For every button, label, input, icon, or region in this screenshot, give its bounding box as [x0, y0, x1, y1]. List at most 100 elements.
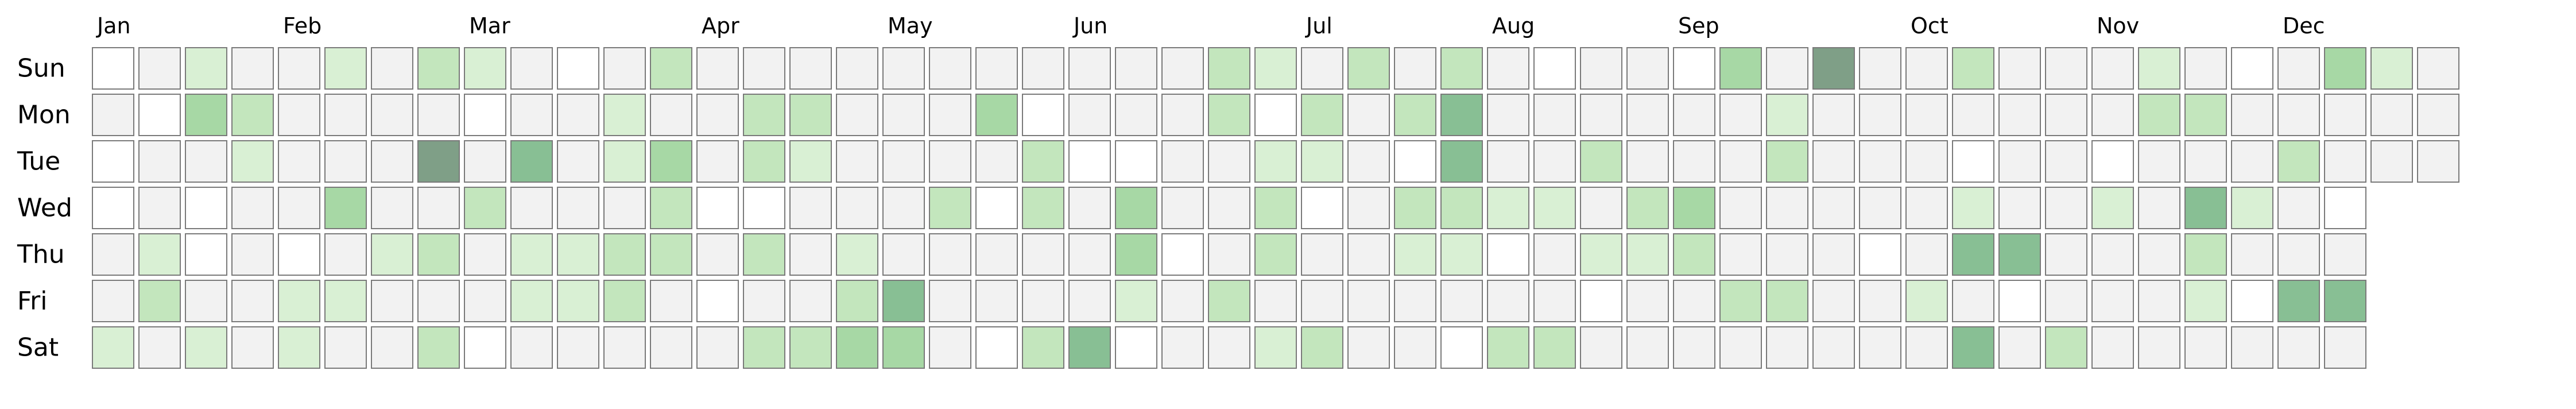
heatmap-cell-tue-week-32: [1533, 140, 1576, 183]
heatmap-cell-fri-week-16: [789, 280, 832, 322]
heatmap-cell-wed-week-6: [324, 187, 367, 229]
heatmap-cell-tue-week-38: [1812, 140, 1855, 183]
heatmap-cell-mon-week-39: [1859, 94, 1901, 136]
heatmap-cell-sat-week-24: [1161, 326, 1204, 369]
heatmap-cell-wed-week-37: [1766, 187, 1808, 229]
heatmap-cell-fri-week-19: [929, 280, 971, 322]
heatmap-cell-thu-week-12: [603, 233, 646, 276]
heatmap-cell-thu-week-23: [1115, 233, 1157, 276]
heatmap-cell-mon-week-15: [743, 94, 785, 136]
heatmap-cell-thu-week-36: [1719, 233, 1762, 276]
heatmap-cell-thu-week-7: [371, 233, 413, 276]
heatmap-cell-tue-week-3: [185, 140, 227, 183]
heatmap-cell-tue-week-33: [1580, 140, 1622, 183]
heatmap-cell-thu-week-40: [1905, 233, 1948, 276]
heatmap-cell-wed-week-15: [743, 187, 785, 229]
heatmap-cell-sat-week-38: [1812, 326, 1855, 369]
heatmap-cell-sun-week-49: [2324, 47, 2366, 90]
heatmap-cell-tue-week-26: [1254, 140, 1297, 183]
heatmap-cell-mon-week-50: [2370, 94, 2413, 136]
heatmap-cell-mon-week-47: [2231, 94, 2273, 136]
heatmap-cell-mon-week-29: [1394, 94, 1436, 136]
heatmap-cell-mon-week-24: [1161, 94, 1204, 136]
heatmap-cell-wed-week-8: [417, 187, 460, 229]
heatmap-cell-mon-week-19: [929, 94, 971, 136]
heatmap-cell-sat-week-14: [696, 326, 739, 369]
heatmap-cell-wed-week-34: [1626, 187, 1669, 229]
heatmap-cell-sat-week-46: [2184, 326, 2227, 369]
heatmap-cell-mon-week-8: [417, 94, 460, 136]
heatmap-cell-thu-week-29: [1394, 233, 1436, 276]
heatmap-cell-tue-week-50: [2370, 140, 2413, 183]
heatmap-cell-fri-week-22: [1068, 280, 1111, 322]
heatmap-cell-fri-week-48: [2277, 280, 2320, 322]
heatmap-cell-mon-week-41: [1952, 94, 1994, 136]
heatmap-cell-sun-week-20: [975, 47, 1018, 90]
heatmap-cell-sun-week-42: [1998, 47, 2041, 90]
heatmap-cell-fri-week-6: [324, 280, 367, 322]
heatmap-cell-sat-week-26: [1254, 326, 1297, 369]
day-label-mon: Mon: [17, 101, 71, 130]
heatmap-cell-fri-week-4: [231, 280, 274, 322]
heatmap-cell-tue-week-35: [1673, 140, 1715, 183]
heatmap-cell-sat-week-25: [1208, 326, 1250, 369]
heatmap-cell-thu-week-38: [1812, 233, 1855, 276]
heatmap-cell-sun-week-7: [371, 47, 413, 90]
heatmap-cell-mon-week-2: [138, 94, 181, 136]
heatmap-cell-thu-week-27: [1301, 233, 1343, 276]
heatmap-cell-sat-week-47: [2231, 326, 2273, 369]
heatmap-cell-fri-week-23: [1115, 280, 1157, 322]
heatmap-cell-wed-week-24: [1161, 187, 1204, 229]
heatmap-cell-sun-week-34: [1626, 47, 1669, 90]
heatmap-cell-sat-week-2: [138, 326, 181, 369]
heatmap-grid: [92, 47, 2459, 369]
heatmap-cell-sat-week-22: [1068, 326, 1111, 369]
heatmap-cell-wed-week-1: [92, 187, 134, 229]
heatmap-cell-wed-week-40: [1905, 187, 1948, 229]
heatmap-cell-fri-week-37: [1766, 280, 1808, 322]
heatmap-cell-wed-week-4: [231, 187, 274, 229]
heatmap-cell-sun-week-6: [324, 47, 367, 90]
heatmap-cell-thu-week-49: [2324, 233, 2366, 276]
heatmap-cell-sat-week-6: [324, 326, 367, 369]
heatmap-cell-wed-week-7: [371, 187, 413, 229]
heatmap-cell-sat-week-45: [2138, 326, 2180, 369]
heatmap-cell-sat-week-8: [417, 326, 460, 369]
heatmap-cell-sat-week-13: [650, 326, 692, 369]
heatmap-cell-sat-week-27: [1301, 326, 1343, 369]
heatmap-cell-tue-week-51: [2417, 140, 2459, 183]
heatmap-cell-thu-week-17: [836, 233, 878, 276]
heatmap-cell-tue-week-1: [92, 140, 134, 183]
month-labels: Jan Feb Mar Apr May Jun Jul Aug Sep Oct Nov Dec: [96, 13, 2325, 38]
heatmap-cell-tue-week-30: [1440, 140, 1483, 183]
heatmap-cell-wed-week-28: [1347, 187, 1390, 229]
heatmap-cell-sat-week-29: [1394, 326, 1436, 369]
heatmap-cell-wed-week-36: [1719, 187, 1762, 229]
heatmap-cell-mon-week-21: [1022, 94, 1064, 136]
heatmap-cell-mon-week-25: [1208, 94, 1250, 136]
heatmap-cell-fri-week-13: [650, 280, 692, 322]
heatmap-cell-sun-week-27: [1301, 47, 1343, 90]
heatmap-cell-sun-week-18: [882, 47, 925, 90]
heatmap-cell-mon-week-42: [1998, 94, 2041, 136]
heatmap-cell-mon-week-22: [1068, 94, 1111, 136]
heatmap-cell-sat-week-20: [975, 326, 1018, 369]
heatmap-cell-mon-week-5: [278, 94, 320, 136]
heatmap-cell-sun-week-16: [789, 47, 832, 90]
heatmap-cell-sun-week-45: [2138, 47, 2180, 90]
heatmap-cell-fri-week-14: [696, 280, 739, 322]
heatmap-cell-tue-week-12: [603, 140, 646, 183]
heatmap-cell-tue-week-27: [1301, 140, 1343, 183]
heatmap-cell-thu-week-4: [231, 233, 274, 276]
heatmap-cell-tue-week-16: [789, 140, 832, 183]
heatmap-cell-mon-week-12: [603, 94, 646, 136]
heatmap-cell-sun-week-14: [696, 47, 739, 90]
month-label-jul: Jul: [1305, 13, 1332, 38]
heatmap-cell-tue-week-37: [1766, 140, 1808, 183]
heatmap-cell-thu-week-28: [1347, 233, 1390, 276]
heatmap-cell-wed-week-3: [185, 187, 227, 229]
heatmap-cell-sat-week-31: [1487, 326, 1529, 369]
heatmap-cell-thu-week-19: [929, 233, 971, 276]
heatmap-cell-mon-week-4: [231, 94, 274, 136]
heatmap-cell-thu-week-13: [650, 233, 692, 276]
